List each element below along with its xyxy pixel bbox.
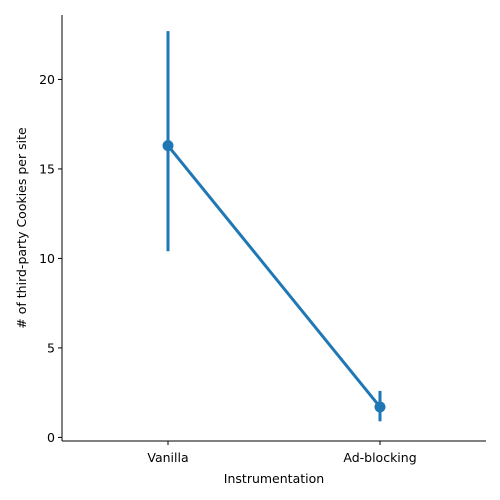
series-line <box>166 144 382 408</box>
data-point <box>162 140 174 152</box>
x-axis-ticks: Vanilla Ad-blocking <box>147 441 417 465</box>
x-axis-label: Instrumentation <box>224 471 324 486</box>
data-point <box>374 401 386 413</box>
x-tick-label: Ad-blocking <box>343 450 416 465</box>
y-tick-label: 5 <box>47 340 55 355</box>
y-tick-label: 20 <box>39 72 55 87</box>
y-tick-label: 10 <box>39 251 55 266</box>
y-axis-label: # of third-party Cookies per site <box>14 127 29 329</box>
plot-area <box>162 31 386 422</box>
x-tick-label: Vanilla <box>147 450 188 465</box>
y-tick-label: 15 <box>39 161 55 176</box>
y-axis-ticks: 0 5 10 15 20 <box>39 72 62 445</box>
y-tick-label: 0 <box>47 430 55 445</box>
